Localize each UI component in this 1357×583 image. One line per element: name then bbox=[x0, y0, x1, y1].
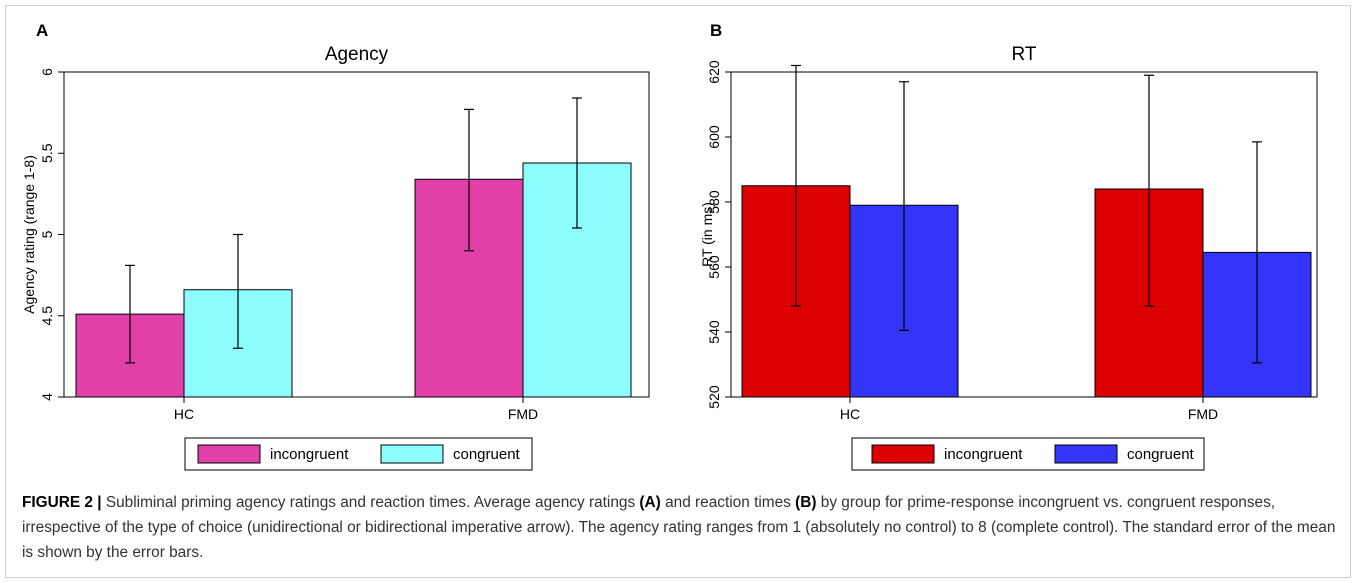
caption-text-1: Average agency ratings bbox=[473, 494, 636, 511]
y-tick-label: 540 bbox=[706, 320, 722, 344]
y-tick-label: 4.5 bbox=[39, 306, 55, 326]
x-tick-label: HC bbox=[840, 406, 860, 422]
chart-title: RT bbox=[1012, 44, 1037, 65]
legend-swatch bbox=[197, 444, 261, 464]
legend-swatch bbox=[871, 444, 935, 464]
caption-title: Subliminal priming agency ratings and re… bbox=[105, 494, 471, 511]
chart-b-svg: B RT 520 540 560 580 600 620 RT (in ms) HC FMD inco… bbox=[699, 21, 1318, 471]
chart-panel-b: B RT 520 540 560 580 600 620 RT (in ms) HC FMD inco… bbox=[699, 16, 1340, 476]
y-tick-label: 620 bbox=[706, 60, 722, 84]
chart-title: Agency bbox=[325, 44, 389, 65]
y-tick-label: 520 bbox=[706, 385, 722, 409]
y-tick-label: 4 bbox=[39, 393, 55, 401]
legend-label: incongruent bbox=[944, 446, 1023, 463]
legend-label: congruent bbox=[1127, 446, 1195, 463]
caption-text-3: by group for prime-response incongruent … bbox=[22, 494, 1336, 561]
legend-swatch bbox=[1054, 444, 1118, 464]
caption-figure-label: FIGURE 2 | bbox=[22, 494, 102, 511]
x-tick-label: HC bbox=[174, 406, 194, 422]
caption-ref-b: (B) bbox=[795, 494, 817, 511]
legend-label: congruent bbox=[453, 446, 521, 463]
x-tick-label: FMD bbox=[1188, 406, 1218, 422]
y-axis-label: RT (in ms) bbox=[699, 202, 715, 267]
y-tick-label: 560 bbox=[706, 255, 722, 279]
y-axis-label: Agency rating (range 1-8) bbox=[21, 155, 37, 314]
chart-panel-a: A Agency 4 4.5 5 5.5 6 Agency rating (range 1-8… bbox=[21, 16, 672, 476]
caption-text-2: and reaction times bbox=[665, 494, 791, 511]
panel-label: B bbox=[710, 21, 722, 40]
y-tick-label: 600 bbox=[706, 125, 722, 149]
y-tick-label: 5 bbox=[39, 230, 55, 238]
legend-swatch bbox=[380, 444, 444, 464]
y-tick-label: 5.5 bbox=[39, 143, 55, 163]
figure-caption: FIGURE 2 | Subliminal priming agency rat… bbox=[22, 491, 1342, 565]
caption-ref-a: (A) bbox=[639, 494, 661, 511]
y-tick-label: 6 bbox=[39, 68, 55, 76]
legend-label: incongruent bbox=[270, 446, 349, 463]
panel-label: A bbox=[36, 21, 48, 40]
y-tick-label: 580 bbox=[706, 190, 722, 214]
legend-box bbox=[184, 437, 533, 471]
plot-frame bbox=[730, 71, 1318, 398]
x-tick-label: FMD bbox=[508, 406, 538, 422]
chart-a-svg: A Agency 4 4.5 5 5.5 6 Agency rating (range 1-8… bbox=[21, 21, 650, 471]
